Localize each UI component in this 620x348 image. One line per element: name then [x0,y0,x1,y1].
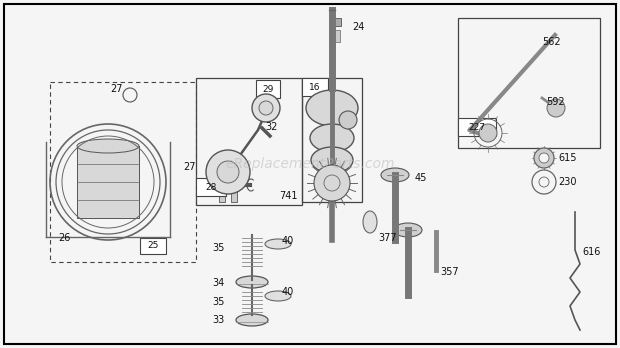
Ellipse shape [394,223,422,237]
Ellipse shape [311,147,353,173]
Bar [196,178,226,196]
Bar [219,190,225,202]
Text: 615: 615 [558,153,577,163]
Bar [231,190,237,202]
Circle shape [259,101,273,115]
Circle shape [547,99,565,117]
Text: eReplacementParts.com: eReplacementParts.com [225,157,395,171]
Text: 28: 28 [205,182,216,191]
Bar [334,18,341,26]
Text: 24: 24 [352,22,365,32]
Ellipse shape [236,314,268,326]
Text: 26: 26 [58,233,71,243]
Circle shape [534,148,554,168]
Bar [302,78,362,202]
Text: 45: 45 [415,173,427,183]
Ellipse shape [310,124,354,152]
Circle shape [479,124,497,142]
Text: 230: 230 [558,177,577,187]
Text: 357: 357 [440,267,459,277]
Bar [77,146,139,218]
Text: 35: 35 [213,297,225,307]
Text: 40: 40 [282,236,294,246]
Circle shape [252,94,280,122]
Bar [334,30,340,42]
Text: 377: 377 [378,233,397,243]
Text: 16: 16 [309,82,321,92]
Circle shape [532,170,556,194]
Text: 34: 34 [213,278,225,288]
Text: 40: 40 [282,287,294,297]
Ellipse shape [381,168,409,182]
Circle shape [339,111,357,129]
Circle shape [314,165,350,201]
Text: 741: 741 [280,191,298,201]
Bar [140,238,166,254]
Circle shape [539,177,549,187]
Text: 227: 227 [469,122,485,132]
Text: 35: 35 [213,243,225,253]
Bar [256,80,280,98]
Ellipse shape [265,239,291,249]
Ellipse shape [236,276,268,288]
Bar [50,82,196,262]
Text: 33: 33 [213,315,225,325]
Text: 562: 562 [542,37,560,47]
Bar [458,18,600,148]
Text: 616: 616 [582,247,600,257]
Ellipse shape [77,139,139,153]
Text: 27: 27 [110,84,123,94]
Circle shape [217,161,239,183]
Bar [302,78,328,96]
Ellipse shape [306,90,358,126]
Bar [458,118,496,136]
Text: 592: 592 [546,97,565,107]
Text: 32: 32 [265,122,277,132]
Text: 29: 29 [262,85,273,94]
Ellipse shape [363,211,377,233]
Text: 25: 25 [148,242,159,251]
Circle shape [539,153,549,163]
Ellipse shape [265,291,291,301]
Circle shape [206,150,250,194]
Text: 27: 27 [184,162,196,172]
Bar [196,78,302,205]
